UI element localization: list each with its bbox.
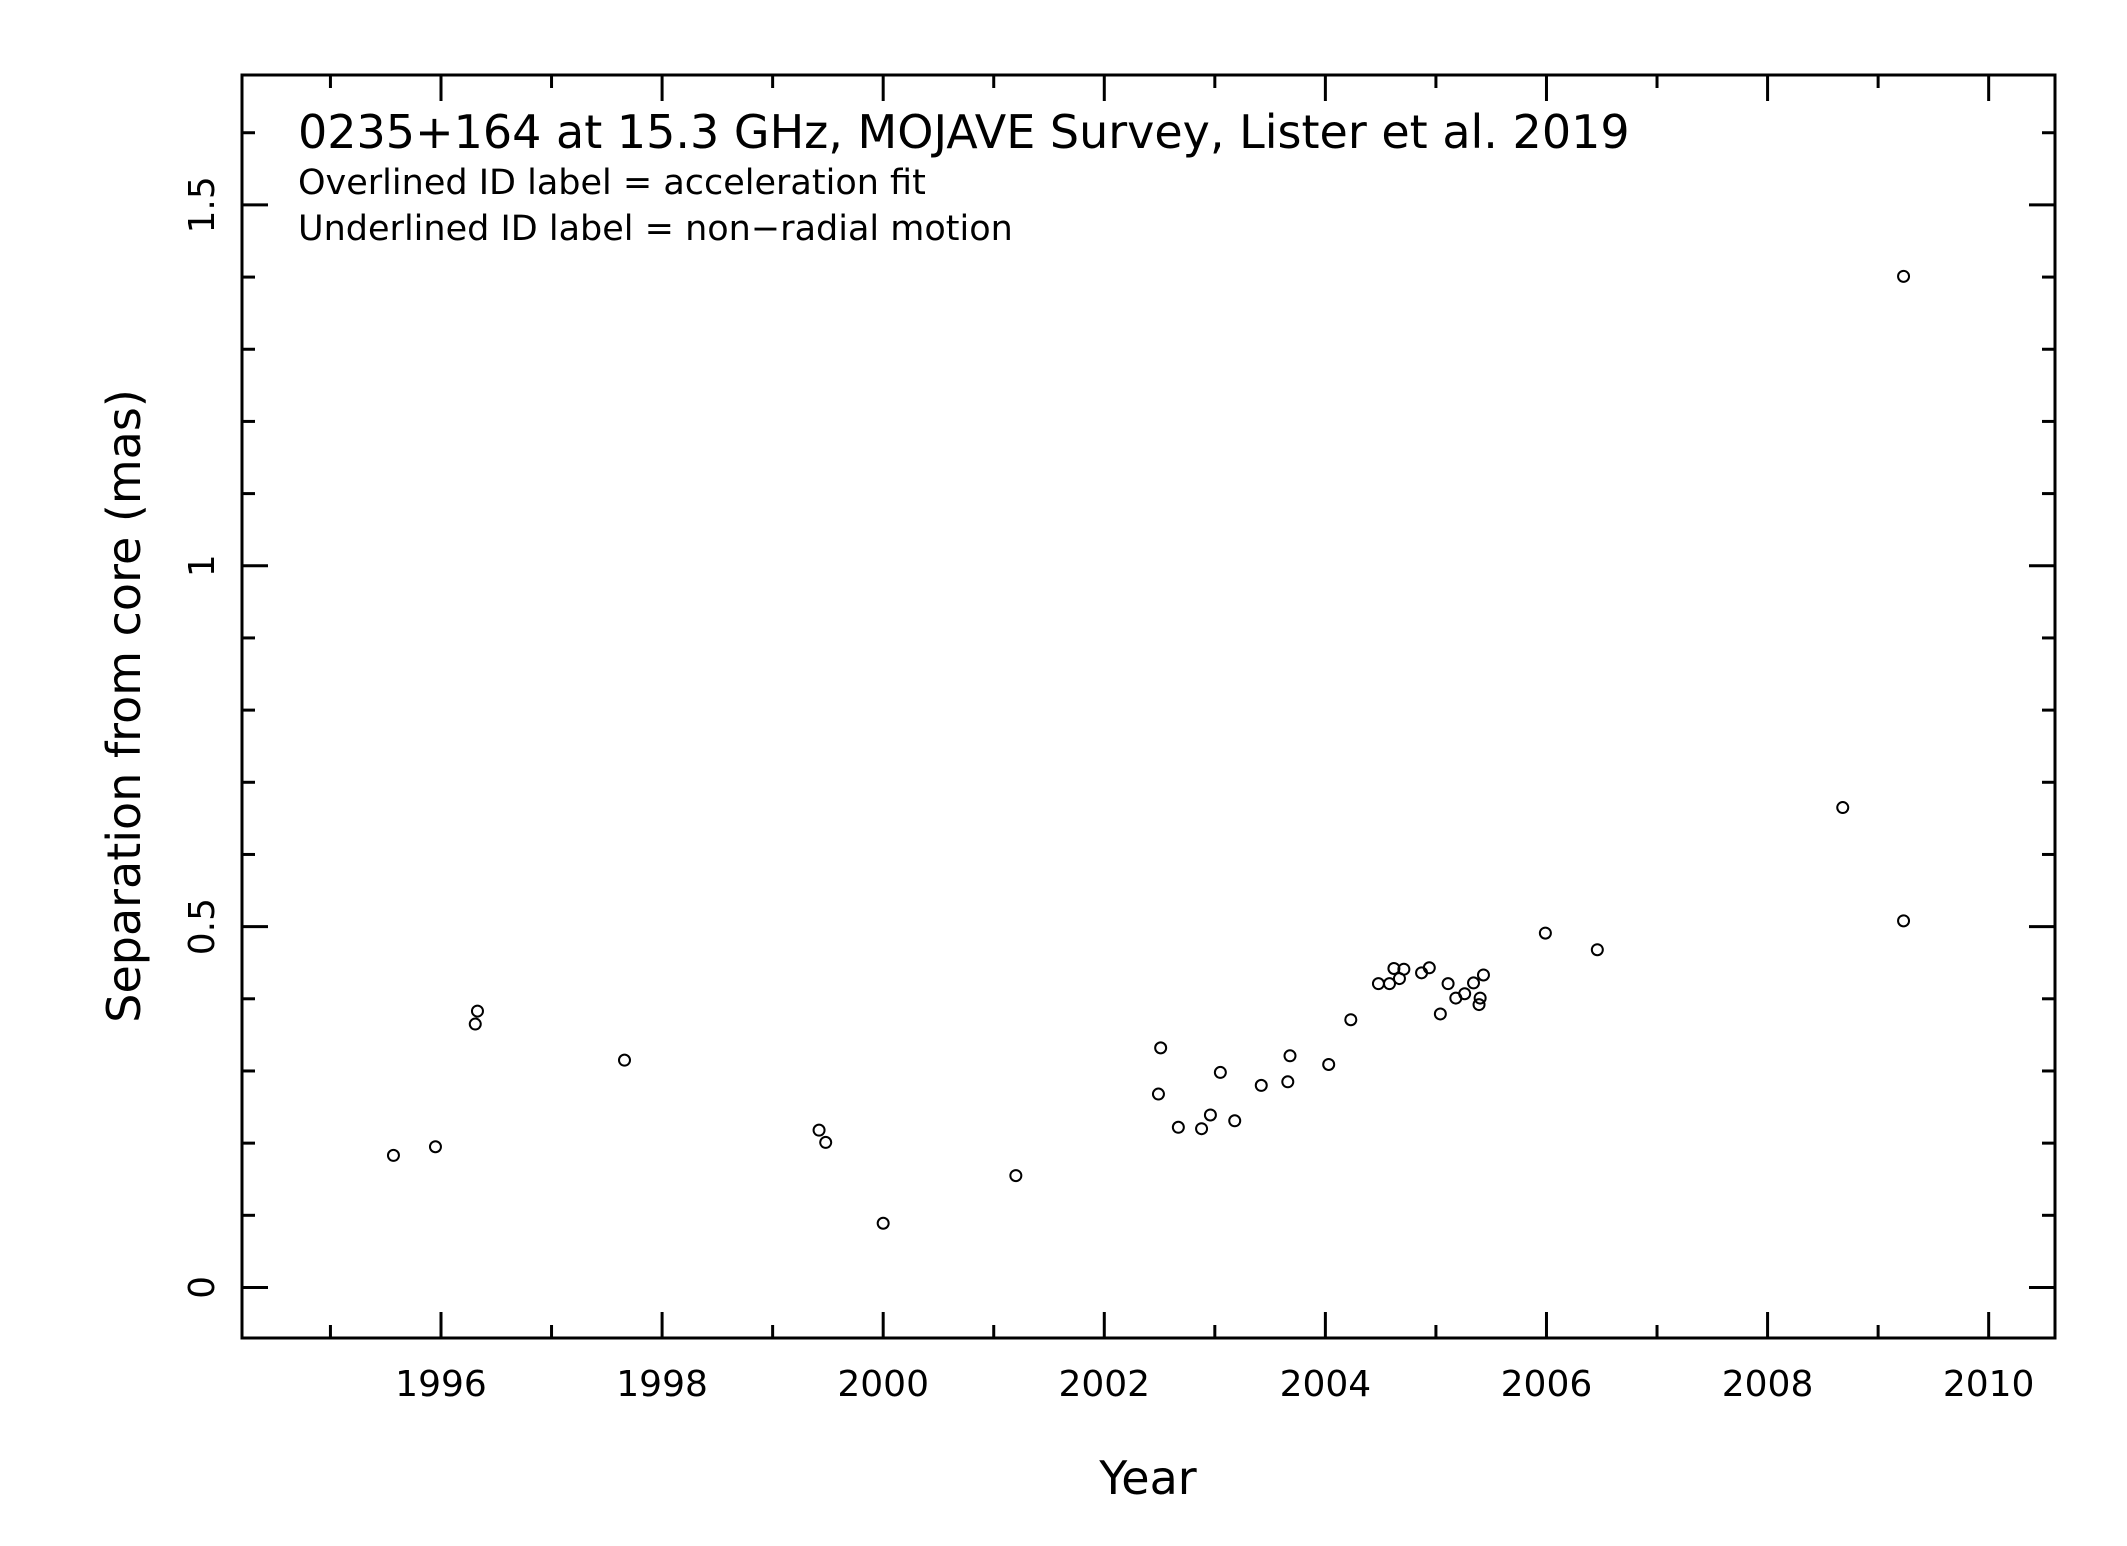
legend-note-underlined: Underlined ID label = non−radial motion (298, 209, 1013, 249)
data-point (1397, 962, 1411, 976)
data-point (617, 1053, 631, 1067)
data-point (1441, 977, 1455, 991)
data-point (1433, 1007, 1447, 1021)
legend-note-overlined: Overlined ID label = acceleration fit (298, 163, 926, 203)
data-point (1195, 1122, 1209, 1136)
y-tick-label: 0 (182, 1276, 223, 1299)
chart-title: 0235+164 at 15.3 GHz, MOJAVE Survey, Lis… (298, 105, 1630, 159)
data-point (1009, 1169, 1023, 1183)
x-tick-label: 2006 (1501, 1364, 1593, 1405)
data-point (1281, 1075, 1295, 1089)
data-point (1228, 1114, 1242, 1128)
data-point (1203, 1108, 1217, 1122)
data-point (1538, 926, 1552, 940)
x-tick-label: 2000 (837, 1364, 929, 1405)
data-point (876, 1216, 890, 1230)
data-point (1322, 1057, 1336, 1071)
data-point (1344, 1013, 1358, 1027)
data-point (1213, 1065, 1227, 1079)
data-point (1283, 1049, 1297, 1063)
y-tick-label: 1.5 (182, 176, 223, 233)
data-points (386, 269, 1911, 1230)
data-point (468, 1017, 482, 1031)
x-tick-label: 2008 (1722, 1364, 1814, 1405)
data-point (1458, 987, 1472, 1001)
x-tick-label: 2004 (1280, 1364, 1372, 1405)
data-point (1472, 998, 1486, 1012)
data-point (1476, 968, 1490, 982)
x-tick-label: 1996 (395, 1364, 487, 1405)
data-point (812, 1123, 826, 1137)
data-point (386, 1148, 400, 1162)
x-tick-label: 2002 (1058, 1364, 1150, 1405)
data-point (470, 1004, 484, 1018)
x-axis-label: Year (1098, 1451, 1196, 1505)
plot-frame (240, 73, 2057, 1340)
data-point (1382, 977, 1396, 991)
data-point (1467, 976, 1481, 990)
y-axis-label: Separation from core (mas) (97, 389, 151, 1023)
data-point (428, 1140, 442, 1154)
data-point (1897, 914, 1911, 928)
data-point (1897, 269, 1911, 283)
data-point (1254, 1078, 1268, 1092)
data-point (1151, 1087, 1165, 1101)
x-tick-label: 1998 (616, 1364, 708, 1405)
x-tick-label: 2010 (1943, 1364, 2035, 1405)
data-point (1473, 991, 1487, 1005)
data-point (1836, 801, 1850, 815)
tick-labels: 1996 1998 2000 2002 2004 2006 2008 2010 0 0.5 1 1.5 (182, 176, 2034, 1405)
y-tick-label: 0.5 (182, 898, 223, 955)
data-point (1422, 961, 1436, 975)
y-tick-label: 1 (182, 554, 223, 577)
data-point (1154, 1041, 1168, 1055)
axis-ticks (242, 75, 2055, 1338)
data-point (1590, 943, 1604, 957)
data-point (1171, 1120, 1185, 1134)
data-point (819, 1135, 833, 1149)
